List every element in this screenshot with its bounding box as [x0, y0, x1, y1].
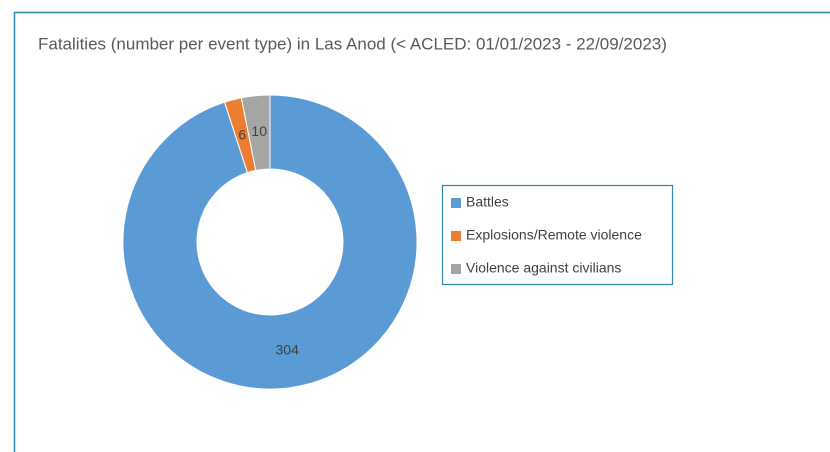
chart-border: [13, 11, 830, 452]
legend-swatch: [451, 264, 461, 274]
legend-label: Violence against civilians: [466, 260, 621, 276]
donut-segment: [240, 94, 271, 171]
legend-label: Explosions/Remote violence: [466, 227, 642, 243]
donut-segment: [122, 94, 418, 390]
data-label: 10: [251, 123, 267, 139]
legend-box: [441, 184, 674, 286]
chart-title: Fatalities (number per event type) in La…: [38, 34, 667, 53]
data-label: 6: [238, 126, 246, 142]
data-label: 304: [276, 341, 300, 357]
legend-swatch: [451, 231, 461, 241]
legend-swatch: [451, 198, 461, 208]
legend-label: Battles: [466, 194, 509, 210]
